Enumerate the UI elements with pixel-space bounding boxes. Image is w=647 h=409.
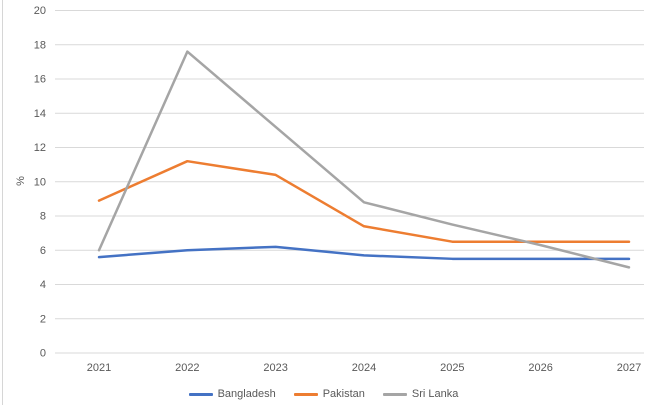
x-tick-label: 2025 (440, 362, 464, 374)
chart-left-border (2, 0, 3, 405)
y-tick-label: 8 (40, 211, 46, 223)
legend-label: Bangladesh (217, 388, 276, 400)
y-tick-label: 16 (34, 74, 46, 86)
x-tick-label: 2021 (87, 362, 111, 374)
y-tick-label: 6 (40, 245, 46, 257)
x-tick-label: 2027 (617, 362, 641, 374)
y-tick-label: 4 (40, 279, 46, 291)
x-tick-label: 2026 (528, 362, 552, 374)
legend-item-pakistan: Pakistan (293, 388, 365, 401)
y-tick-label: 14 (34, 108, 46, 120)
y-tick-label: 0 (40, 348, 46, 360)
x-tick-label: 2023 (263, 362, 287, 374)
legend-swatch (382, 393, 407, 396)
series-line-sri-lanka (97, 50, 631, 269)
x-tick-label: 2024 (352, 362, 376, 374)
y-tick-label: 10 (34, 176, 46, 188)
legend-swatch (293, 393, 318, 396)
legend-item-sri-lanka: Sri Lanka (382, 388, 459, 401)
legend: Bangladesh Pakistan Sri Lanka (0, 388, 647, 401)
legend-item-bangladesh: Bangladesh (188, 388, 276, 401)
series-line-bangladesh (97, 245, 631, 261)
y-axis-title: % (15, 176, 27, 186)
y-tick-label: 20 (34, 5, 46, 17)
y-tick-label: 18 (34, 39, 46, 51)
legend-swatch (188, 393, 213, 396)
legend-label: Pakistan (322, 388, 365, 400)
legend-label: Sri Lanka (411, 388, 459, 400)
y-tick-label: 2 (40, 313, 46, 325)
series-line-pakistan (97, 159, 631, 243)
y-tick-label: 12 (34, 142, 46, 154)
x-tick-label: 2022 (175, 362, 199, 374)
